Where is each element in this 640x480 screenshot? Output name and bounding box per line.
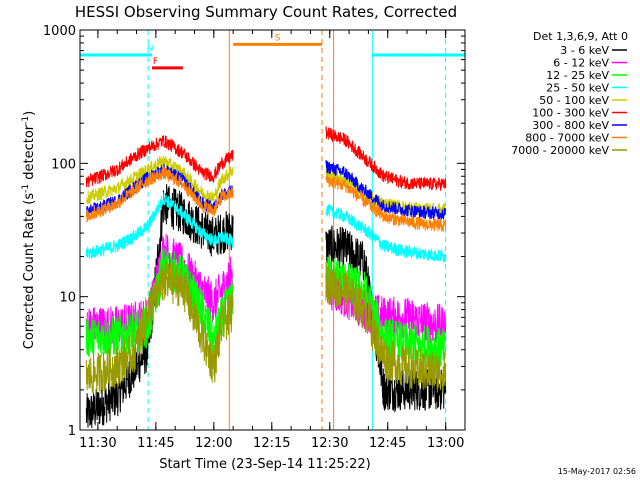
y-axis-label-prefix: Corrected Count Rate (s — [22, 193, 37, 350]
legend-entry-label: 12 - 25 keV — [546, 69, 609, 82]
plot-area: NF S — [80, 30, 465, 430]
series-line — [325, 267, 447, 346]
x-tick-label: 11:45 — [137, 436, 174, 451]
series-line — [325, 126, 447, 191]
chart-title: HESSI Observing Summary Count Rates, Cor… — [75, 3, 457, 21]
y-tick-label: 10 — [59, 291, 76, 306]
x-tick-label: 12:15 — [253, 436, 290, 451]
legend-entry-label: 50 - 100 keV — [539, 94, 609, 107]
x-tick-label: 12:30 — [311, 436, 348, 451]
series-line — [85, 192, 234, 259]
legend-entry-label: 7000 - 20000 keV — [511, 144, 609, 157]
series-line — [85, 155, 234, 205]
series-line — [85, 184, 234, 429]
y-tick-label: 100 — [51, 157, 76, 172]
vertical-markers — [147, 30, 447, 430]
flag-label: S — [275, 33, 281, 43]
y-tick-label: 1000 — [43, 24, 76, 39]
x-tick-label: 13:00 — [427, 436, 464, 451]
instrument-flag-bars: NF S — [80, 33, 465, 70]
legend-entry-label: 25 - 50 keV — [546, 82, 609, 95]
series-line — [325, 203, 447, 263]
legend-entry-label: 100 - 300 keV — [532, 107, 609, 120]
x-axis-label: Start Time (23-Sep-14 11:25:22) — [159, 457, 370, 472]
series-lines — [85, 126, 447, 429]
y-axis-label: Corrected Count Rate (s-1 detector-1) — [21, 111, 37, 349]
y-axis-label-mid: detector — [22, 124, 37, 184]
y-axis-label-suffix: ) — [22, 111, 37, 116]
series-line — [85, 166, 234, 223]
legend-entry-label: 300 - 800 keV — [532, 119, 609, 132]
x-tick-label: 12:00 — [195, 436, 232, 451]
series-line — [325, 261, 447, 393]
x-tick-label: 12:45 — [369, 436, 406, 451]
y-axis: 1 10 100 1000 — [43, 24, 465, 439]
series-line — [85, 135, 234, 188]
flag-label: F — [153, 57, 158, 67]
x-tick-label: 11:30 — [79, 436, 116, 451]
legend-entry-label: 800 - 7000 keV — [525, 132, 609, 145]
legend-entry-label: 6 - 12 keV — [553, 57, 609, 70]
date-stamp: 15-May-2017 02:56 — [558, 467, 636, 476]
x-axis: 11:30 11:45 12:00 12:15 12:30 12:45 13:00 — [79, 30, 466, 451]
legend-header: Det 1,3,6,9, Att 0 — [533, 30, 628, 43]
plot-frame — [79, 29, 466, 431]
y-axis-label-sup1: -1 — [21, 184, 31, 193]
y-tick-label: 1 — [68, 424, 76, 439]
series-line — [85, 261, 234, 394]
flag-label: N — [147, 44, 154, 54]
series-line — [325, 159, 447, 220]
legend-entry-label: 3 - 6 keV — [560, 44, 609, 57]
series-line — [325, 167, 447, 218]
series-line — [325, 174, 447, 232]
y-axis-label-sup2: -1 — [21, 116, 31, 125]
